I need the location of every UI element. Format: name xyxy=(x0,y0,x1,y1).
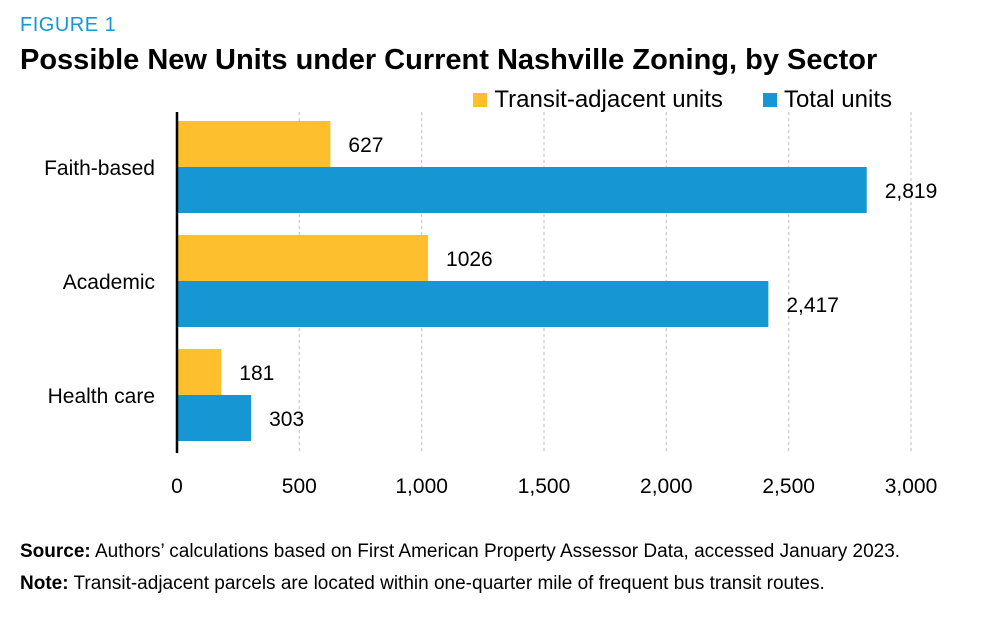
note-footnote: Note: Transit-adjacent parcels are locat… xyxy=(20,573,825,595)
bar-health-care-total xyxy=(177,395,252,441)
data-label-faith-based-total: 2,819 xyxy=(885,180,938,203)
data-label-academic-transit: 1026 xyxy=(446,248,493,271)
x-tick-label-500: 500 xyxy=(282,475,317,498)
data-label-faith-based-transit: 627 xyxy=(348,134,383,157)
x-tick-label-3000: 3,000 xyxy=(885,475,938,498)
legend-item-transit: Transit-adjacent units xyxy=(473,86,723,114)
data-label-health-care-transit: 181 xyxy=(239,362,274,385)
source-text: Authors’ calculations based on First Ame… xyxy=(90,541,901,562)
x-tick-label-1000: 1,000 xyxy=(395,475,448,498)
data-label-health-care-total: 303 xyxy=(269,408,304,431)
source-footnote: Source: Authors’ calculations based on F… xyxy=(20,541,900,563)
bar-academic-transit xyxy=(177,235,429,281)
legend-label-transit: Transit-adjacent units xyxy=(494,86,723,113)
x-tick-label-0: 0 xyxy=(171,475,183,498)
x-tick-label-2500: 2,500 xyxy=(762,475,815,498)
category-label-faith-based: Faith-based xyxy=(44,157,155,180)
bar-academic-total xyxy=(177,281,769,327)
chart-title: Possible New Units under Current Nashvil… xyxy=(20,44,878,76)
bar-faith-based-transit xyxy=(177,121,331,167)
x-tick-label-2000: 2,000 xyxy=(640,475,693,498)
category-label-health-care: Health care xyxy=(48,385,155,408)
figure-label: FIGURE 1 xyxy=(20,14,117,36)
source-prefix: Source: xyxy=(20,541,91,562)
note-text: Transit-adjacent parcels are located wit… xyxy=(68,573,825,594)
bar-faith-based-total xyxy=(177,167,867,213)
data-label-academic-total: 2,417 xyxy=(786,294,839,317)
note-prefix: Note: xyxy=(20,573,69,594)
category-label-academic: Academic xyxy=(63,271,155,294)
legend-item-total: Total units xyxy=(762,86,892,114)
legend-label-total: Total units xyxy=(783,86,892,113)
legend: Transit-adjacent units Total units xyxy=(433,86,892,114)
legend-swatch-transit xyxy=(473,93,488,107)
x-tick-label-1500: 1,500 xyxy=(518,475,571,498)
bar-health-care-transit xyxy=(177,349,222,395)
legend-swatch-total xyxy=(762,93,777,107)
